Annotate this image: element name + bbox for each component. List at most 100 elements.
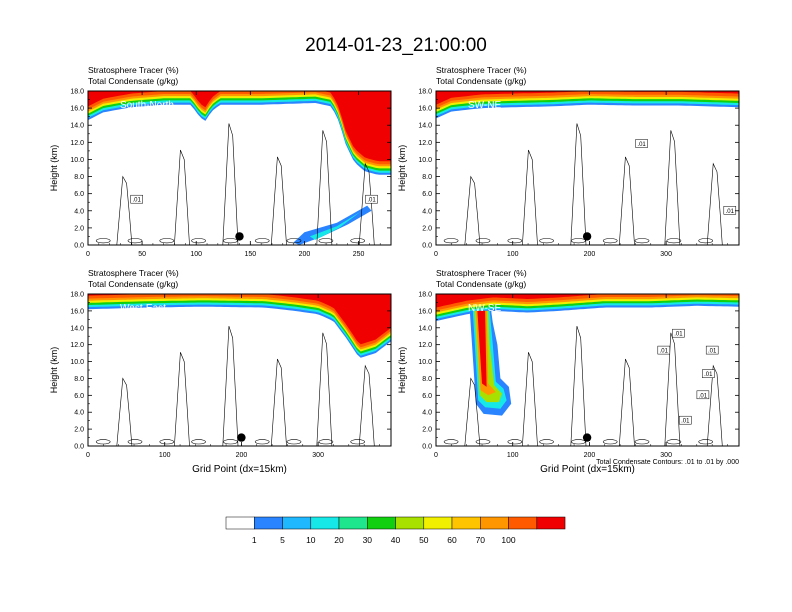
x-tick-label: 0 <box>86 251 90 258</box>
tracer-band <box>436 91 739 105</box>
condensate-contour <box>116 377 133 446</box>
colorbar: 1 5 10 20 30 40 50 60 70 100 <box>225 516 566 545</box>
condensate-contour <box>174 352 190 446</box>
colorbar-label: 30 <box>363 535 373 545</box>
condensate-contour <box>464 377 481 446</box>
y-axis-label: Height (km) <box>49 347 59 394</box>
colorbar-swatch <box>225 516 255 530</box>
y-tick-label: 14.0 <box>418 325 432 332</box>
contour-label: .01 <box>702 369 715 378</box>
condensate-contour <box>95 238 111 244</box>
contour-label-box <box>635 139 648 148</box>
location-marker <box>582 232 592 241</box>
y-tick-label: 16.0 <box>418 106 432 113</box>
contour-label-text: .01 <box>133 198 142 204</box>
condensate-contour <box>602 439 618 445</box>
y-tick-label: 14.0 <box>70 325 84 332</box>
panel-title-condensate: Total Condensate (g/kg) <box>88 279 178 289</box>
contour-label-text: .01 <box>367 198 376 204</box>
x-axis-label: Grid Point (dx=15km) <box>192 464 287 475</box>
condensate-contour <box>698 238 714 244</box>
contour-label: .01 <box>705 345 719 355</box>
condensate-contour <box>223 439 238 445</box>
colorbar-label: 40 <box>391 535 401 545</box>
x-tick-label: 100 <box>159 452 171 459</box>
condensate-contour <box>116 175 133 245</box>
panel-label: SW-NE <box>468 100 501 111</box>
contour-label: .01 <box>657 345 671 355</box>
panel-title-condensate: Total Condensate (g/kg) <box>88 76 178 86</box>
condensate-contour <box>507 439 523 445</box>
contour-label-text: .01 <box>660 349 669 355</box>
condensate-contour <box>127 238 143 244</box>
colorbar-label: 5 <box>280 535 285 545</box>
colorbar-swatch <box>480 516 509 530</box>
condensate-contour <box>191 439 206 445</box>
x-tick-label: 50 <box>138 251 146 258</box>
figure-title: 2014-01-23_21:00:00 <box>305 35 487 56</box>
condensate-contour <box>222 123 239 245</box>
x-tick-label: 150 <box>244 251 256 258</box>
contour-label: .01 <box>672 328 685 338</box>
y-tick-label: 8.0 <box>422 174 432 181</box>
y-tick-label: 18.0 <box>70 89 84 96</box>
condensate-contour <box>698 439 714 445</box>
condensate-contour <box>634 439 650 445</box>
condensate-contours <box>443 123 723 245</box>
contour-label-text: .01 <box>674 332 683 338</box>
contour-label-text: .01 <box>699 393 708 399</box>
colorbar-label: 70 <box>476 535 486 545</box>
colorbar-label: 100 <box>501 535 515 545</box>
location-marker <box>235 232 244 241</box>
condensate-contour <box>159 238 175 244</box>
y-tick-label: 18.0 <box>418 89 432 96</box>
tracer-band <box>436 294 739 308</box>
contour-label: .01 <box>635 139 648 148</box>
condensate-contour <box>127 439 143 445</box>
condensate-contour <box>522 149 538 245</box>
y-tick-label: 4.0 <box>74 208 84 215</box>
condensate-contour <box>271 358 287 446</box>
condensate-contour <box>286 439 302 445</box>
colorbar-swatch <box>423 516 453 530</box>
condensate-contour <box>570 326 587 446</box>
tracer-band <box>88 294 391 354</box>
x-tick-label: 250 <box>353 251 365 258</box>
y-tick-label: 6.0 <box>422 393 432 400</box>
y-tick-label: 2.0 <box>74 427 84 434</box>
condensate-contour <box>174 149 190 245</box>
x-axis: 0 100 200 300 <box>434 91 728 258</box>
colorbar-label: 60 <box>447 535 457 545</box>
y-tick-label: 16.0 <box>70 106 84 113</box>
panel-title-tracer: Stratosphere Tracer (%) <box>88 268 179 278</box>
colorbar-label: 1 <box>252 535 257 545</box>
panel-south-north: .01 .01 South-North Stratosphere Tracer (%)… <box>49 65 392 258</box>
contour-label-text: .01 <box>637 142 646 148</box>
y-tick-label: 2.0 <box>422 427 432 434</box>
colorbar-swatch <box>310 516 340 530</box>
tracer-band <box>436 91 739 108</box>
plot-area: .01 .01 South-North <box>88 91 391 245</box>
y-axis: 0.0 2.0 4.0 6.0 8.0 10.0 12.0 14.0 16.0 18.0 <box>418 292 739 451</box>
y-tick-label: 14.0 <box>70 123 84 130</box>
condensate-contour <box>539 439 554 445</box>
y-tick-label: 0.0 <box>74 243 84 250</box>
panel-label: West-East <box>120 303 166 314</box>
condensate-contour <box>664 130 681 245</box>
condensate-contour <box>254 238 270 244</box>
y-tick-label: 12.0 <box>418 342 432 349</box>
contour-label-box <box>365 194 378 204</box>
y-axis: 0.0 2.0 4.0 6.0 8.0 10.0 12.0 14.0 16.0 18.0 <box>418 89 739 250</box>
panel-title-condensate: Total Condensate (g/kg) <box>436 76 526 86</box>
x-axis: 0 100 200 300 <box>434 294 728 459</box>
x-tick-label: 300 <box>660 452 672 459</box>
y-tick-label: 18.0 <box>418 292 432 299</box>
y-tick-label: 14.0 <box>418 123 432 130</box>
y-tick-label: 12.0 <box>70 140 84 147</box>
x-tick-label: 200 <box>236 452 248 459</box>
x-axis: 0 100 200 300 <box>86 294 380 459</box>
contour-label-text: .01 <box>681 419 690 425</box>
x-tick-label: 100 <box>190 251 202 258</box>
x-tick-label: 0 <box>434 251 438 258</box>
